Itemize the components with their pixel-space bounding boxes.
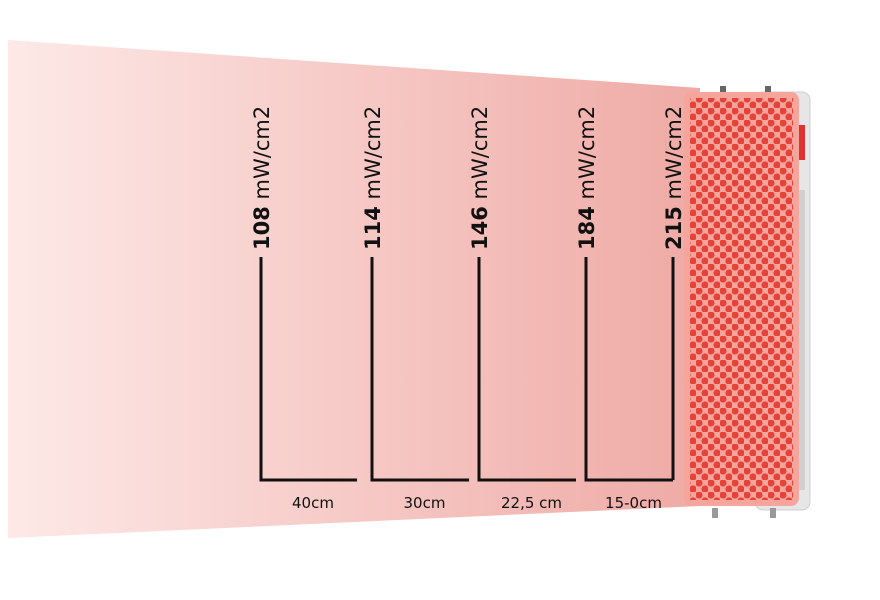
irradiance-value: 114 — [361, 206, 385, 250]
irradiance-label: 114 mW/cm2 — [361, 106, 385, 250]
irradiance-unit: mW/cm2 — [468, 106, 492, 200]
irradiance-unit: mW/cm2 — [361, 106, 385, 200]
irradiance-label: 184 mW/cm2 — [575, 106, 599, 250]
distance-label: 40cm — [292, 494, 334, 512]
irradiance-unit: mW/cm2 — [662, 106, 686, 200]
distance-marker — [259, 257, 357, 482]
irradiance-value: 184 — [575, 206, 599, 250]
measurement-scale: 108 mW/cm2 40cm 114 mW/cm2 30cm 146 mW/cm2 22… — [250, 106, 686, 512]
irradiance-unit: mW/cm2 — [250, 106, 274, 200]
distance-label: 15-0cm — [605, 494, 662, 512]
distance-marker — [477, 257, 576, 482]
distance-label: 22,5 cm — [501, 494, 562, 512]
irradiance-label: 215 mW/cm2 — [662, 106, 686, 250]
irradiance-value: 146 — [468, 206, 492, 250]
device-panel — [684, 86, 811, 518]
irradiance-label: 108 mW/cm2 — [250, 106, 274, 250]
irradiance-label: 146 mW/cm2 — [468, 106, 492, 250]
irradiance-unit: mW/cm2 — [575, 106, 599, 200]
distance-marker — [584, 257, 673, 482]
distance-marker — [370, 257, 469, 482]
irradiance-value: 108 — [250, 206, 274, 250]
light-beam — [8, 40, 700, 538]
irradiance-value: 215 — [662, 206, 686, 250]
distance-label: 30cm — [404, 494, 446, 512]
